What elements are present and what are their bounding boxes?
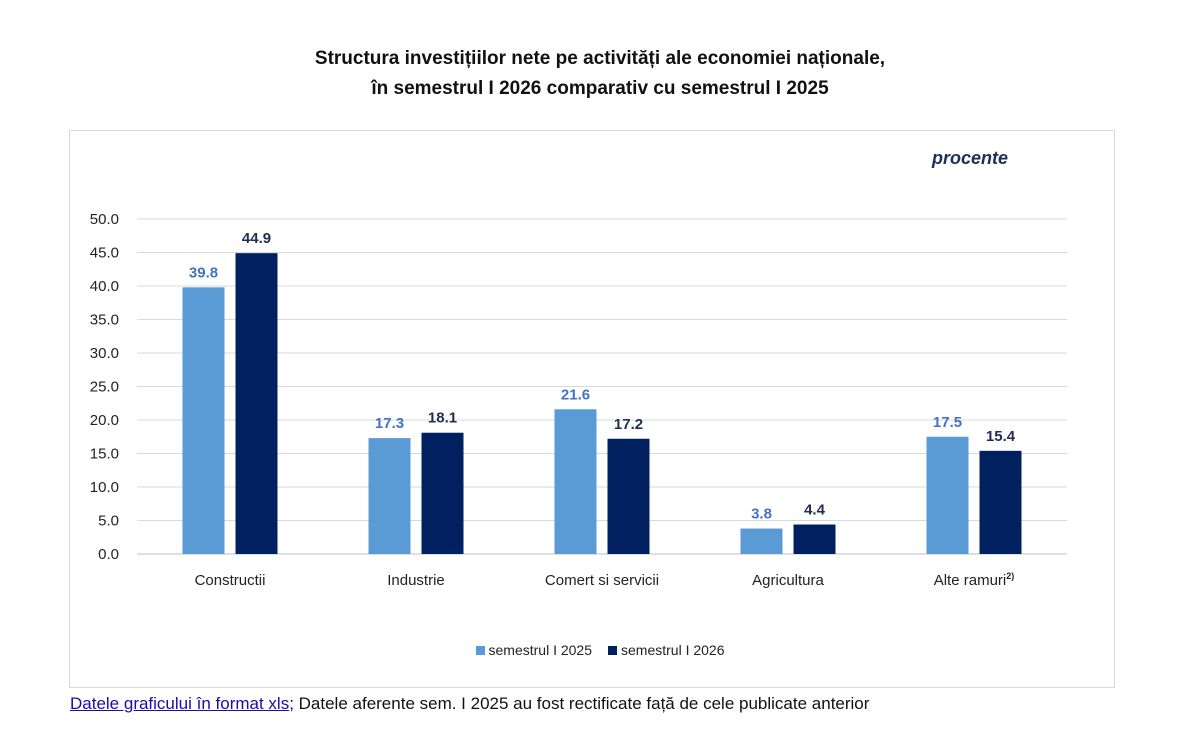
y-tick-label: 20.0 (90, 412, 119, 429)
y-tick-label: 50.0 (90, 211, 119, 228)
y-tick-label: 40.0 (90, 278, 119, 295)
y-tick-label: 10.0 (90, 479, 119, 496)
data-label-series-1: 39.8 (189, 264, 218, 281)
legend-label-series-1: semestrul I 2025 (488, 642, 593, 658)
y-tick-label: 30.0 (90, 345, 119, 362)
bar-series-1 (926, 436, 969, 554)
x-tick-label: Agricultura (752, 572, 824, 589)
bar-series-2 (793, 524, 836, 554)
unit-label: procente (932, 148, 1009, 168)
data-label-series-1: 3.8 (751, 506, 772, 523)
data-label-series-2: 4.4 (804, 502, 826, 519)
chart-title-line1: Structura investițiilor nete pe activită… (314, 48, 886, 69)
x-tick-label: Alte ramuri2) (934, 571, 1015, 589)
legend-label-series-2: semestrul I 2026 (621, 642, 725, 658)
y-tick-label: 15.0 (90, 446, 119, 463)
data-label-series-2: 15.4 (986, 428, 1016, 445)
legend-swatch-series-1 (475, 645, 485, 655)
data-label-series-2: 44.9 (242, 230, 271, 247)
legend-item-series-2: semestrul I 2026 (608, 642, 725, 658)
bar-series-2 (979, 450, 1022, 554)
bar-series-1 (554, 409, 597, 554)
bar-series-1 (740, 528, 783, 554)
data-label-series-2: 18.1 (428, 410, 457, 427)
bar-series-1 (182, 287, 225, 554)
legend-swatch-series-2 (608, 645, 617, 655)
y-tick-label: 25.0 (90, 379, 119, 396)
legend-item-series-1: semestrul I 2025 (475, 642, 593, 658)
chart-title-line2: în semestrul I 2026 comparativ cu semest… (371, 78, 829, 99)
bar-series-1 (368, 438, 411, 554)
x-tick-label: Constructii (195, 572, 266, 589)
data-label-series-2: 17.2 (614, 416, 643, 433)
x-tick-label: Industrie (387, 572, 445, 589)
footer-note: Datele graficului în format xls; Datele … (70, 694, 869, 714)
y-tick-label: 5.0 (98, 513, 119, 530)
y-tick-label: 0.0 (98, 546, 119, 563)
legend: semestrul I 2025 semestrul I 2026 (0, 642, 1200, 658)
y-tick-label: 35.0 (90, 312, 119, 329)
chart-title: Structura investițiilor nete pe activită… (0, 44, 1200, 104)
bar-series-2 (421, 432, 464, 554)
bar-series-2 (607, 438, 650, 554)
data-label-series-1: 17.3 (375, 415, 404, 432)
xls-data-link[interactable]: Datele graficului în format xls (70, 694, 290, 713)
data-label-series-1: 17.5 (933, 414, 962, 431)
y-tick-label: 45.0 (90, 245, 119, 262)
data-label-series-1: 21.6 (561, 386, 590, 403)
bar-series-2 (235, 253, 278, 555)
footer-note-text: ; Datele aferente sem. I 2025 au fost re… (289, 694, 870, 713)
x-tick-label: Comert si servicii (545, 572, 659, 589)
